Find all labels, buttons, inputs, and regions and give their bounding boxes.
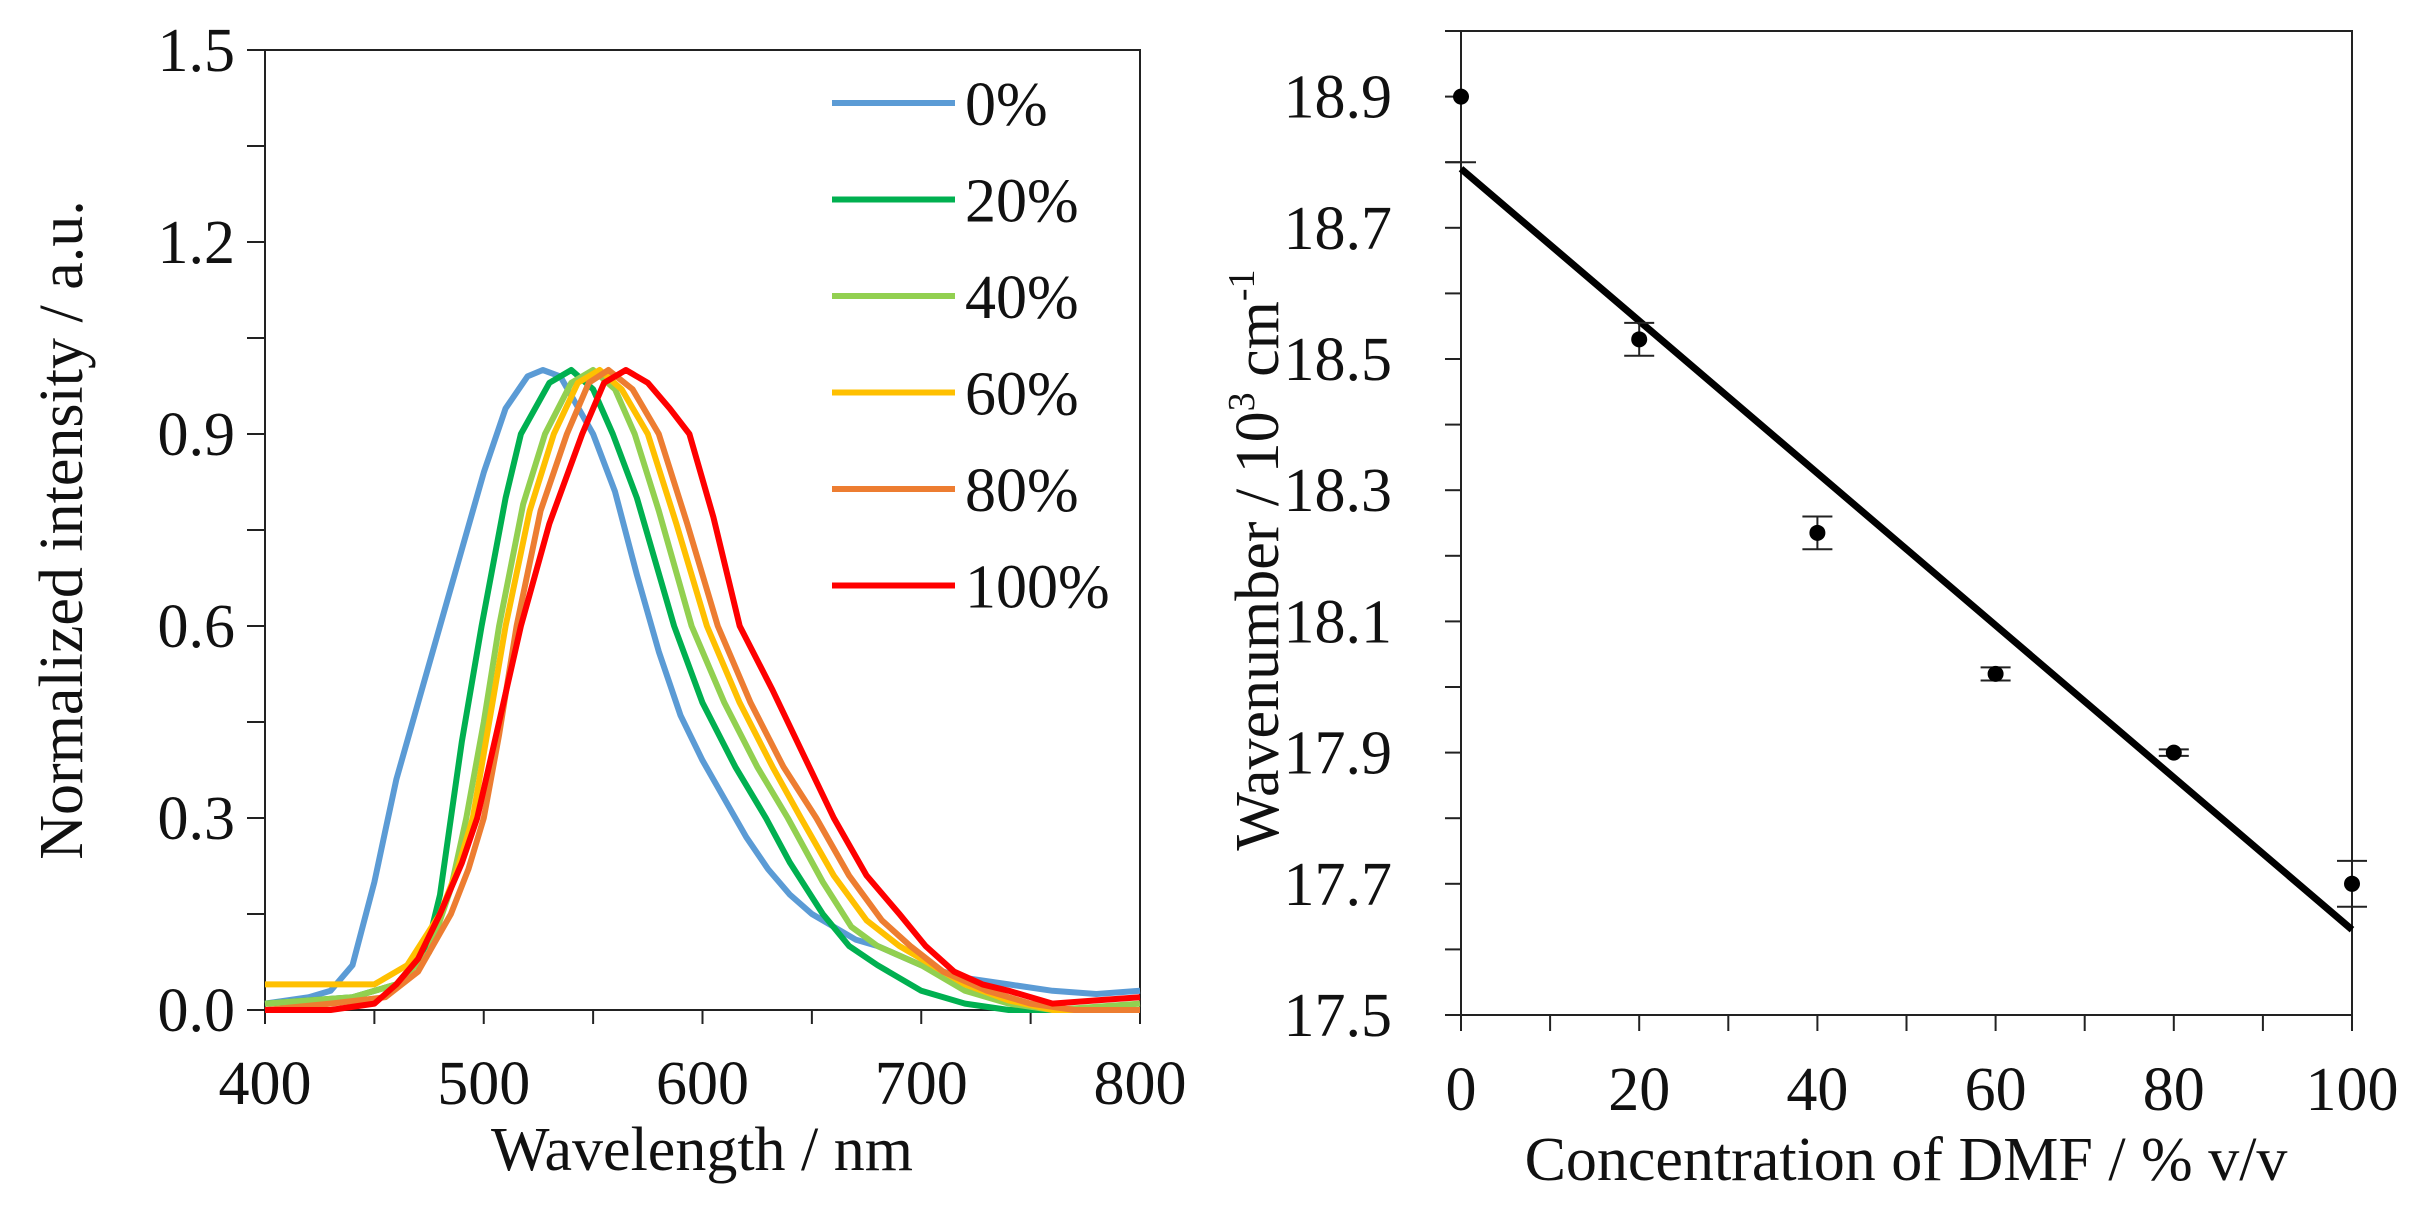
- x-tick-label: 60: [1965, 1056, 2027, 1124]
- plot-frame: [1460, 30, 2353, 1016]
- x-tick-label: 500: [437, 1050, 530, 1118]
- y-title-superscript: 3: [1221, 392, 1263, 411]
- emission-spectra-chart: 0.0 0.3 0.6 0.9 1.2 1.5 400 500 600 700 800 Wavelen…: [28, 17, 1187, 1184]
- series-line-80pct: [264, 367, 1140, 1013]
- legend-label: 60%: [965, 361, 1079, 429]
- fit-line: [1458, 166, 2355, 933]
- x-axis-title: Wavelength / nm: [491, 1116, 913, 1184]
- y-tick-label: 17.9: [1284, 720, 1393, 788]
- y-tick-label: 0.0: [158, 977, 236, 1045]
- y-tick-label: 18.7: [1284, 195, 1393, 263]
- y-tick-label: 18.3: [1284, 457, 1393, 525]
- x-tick-label: 600: [656, 1050, 749, 1118]
- y-tick-label: 1.5: [158, 17, 236, 85]
- data-point: [2165, 744, 2182, 761]
- data-point: [1453, 88, 1469, 105]
- y-tick-label: 17.5: [1284, 982, 1393, 1050]
- series-line-100pct: [265, 367, 1141, 1013]
- y-tick-label: 18.9: [1284, 64, 1393, 132]
- y-title-part: cm: [1224, 301, 1292, 392]
- y-title-superscript: -1: [1221, 269, 1263, 301]
- x-tick-label: 0: [1446, 1056, 1477, 1124]
- x-axis-title: Concentration of DMF / % v/v: [1525, 1126, 2288, 1194]
- data-point: [1809, 524, 1826, 541]
- y-tick-label: 1.2: [158, 209, 236, 277]
- y-tick-label: 18.1: [1284, 588, 1393, 656]
- x-tick-label: 400: [219, 1050, 312, 1118]
- x-tick-label: 700: [875, 1050, 968, 1118]
- legend-label: 0%: [965, 71, 1048, 139]
- x-tick-label: 100: [2306, 1056, 2399, 1124]
- y-axis-title: Wavenumber / 103 cm-1: [1221, 269, 1292, 850]
- data-point: [1987, 665, 2004, 682]
- x-tick-label: 40: [1786, 1056, 1848, 1124]
- data-point: [2344, 875, 2360, 892]
- legend-label: 20%: [965, 168, 1079, 236]
- y-title-part: Wavenumber / 10: [1224, 411, 1292, 850]
- y-tick-label: 18.5: [1284, 326, 1393, 394]
- x-tick-label: 800: [1094, 1050, 1187, 1118]
- y-axis-title: Normalized intensity / a.u.: [28, 200, 96, 859]
- y-tick-label: 17.7: [1284, 851, 1393, 919]
- legend-label: 100%: [965, 554, 1110, 622]
- y-tick-label: 0.6: [158, 593, 236, 661]
- legend-label: 80%: [965, 457, 1079, 525]
- y-tick-label: 0.9: [158, 401, 236, 469]
- x-tick-label: 20: [1608, 1056, 1670, 1124]
- legend-label: 40%: [965, 264, 1079, 332]
- x-tick-label: 80: [2143, 1056, 2205, 1124]
- data-point: [1631, 331, 1648, 348]
- y-tick-label: 0.3: [158, 785, 236, 853]
- wavenumber-vs-dmf-chart: 17.5 17.7 17.9 18.1 18.3 18.5 18.7 18.9 0 20 40 60 8…: [1221, 30, 2399, 1194]
